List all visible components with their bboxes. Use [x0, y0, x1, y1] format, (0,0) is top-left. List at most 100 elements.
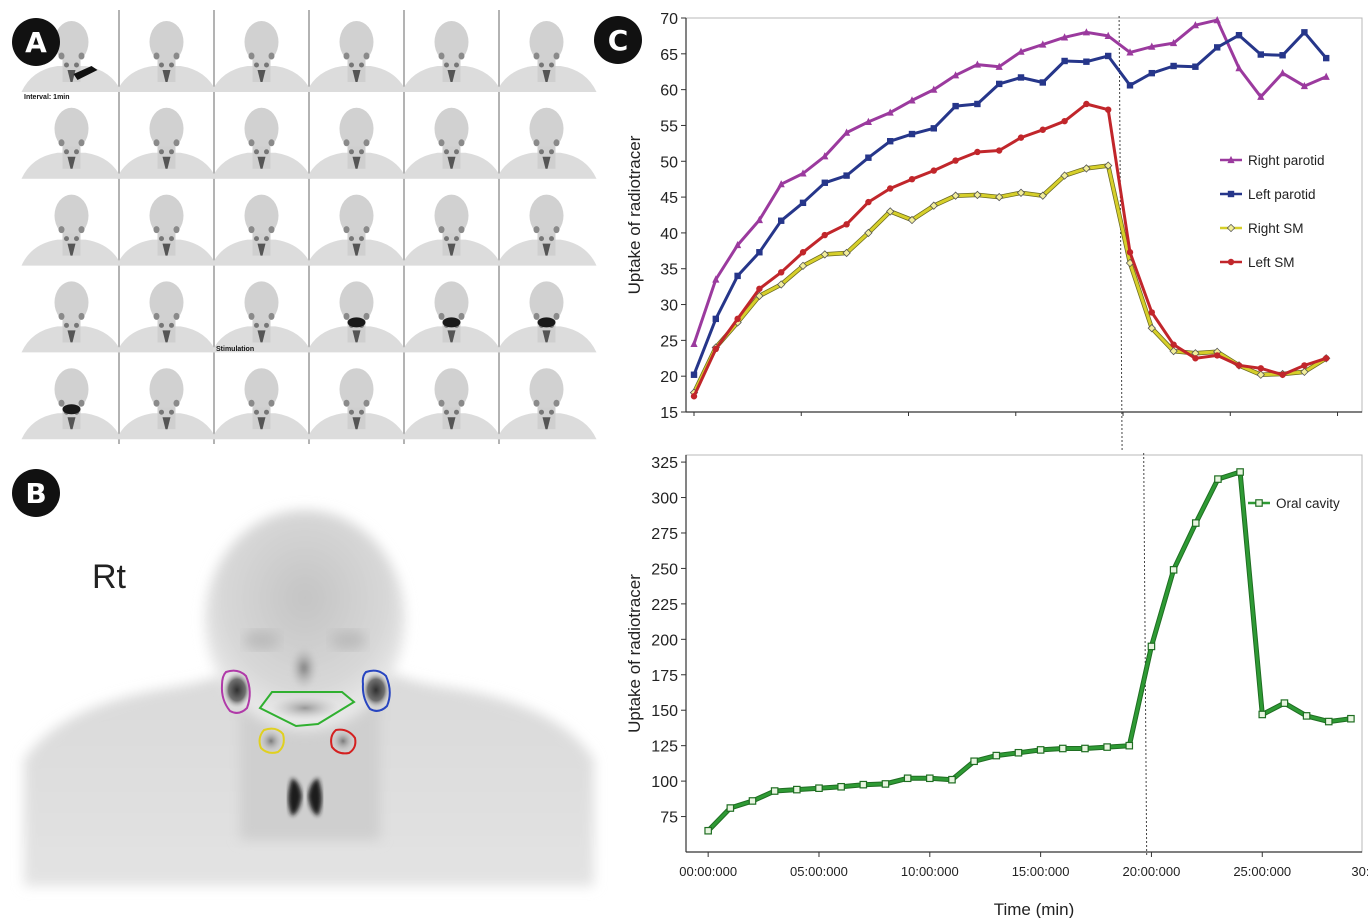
oral-activity-blob [62, 404, 81, 415]
data-point [1060, 171, 1069, 180]
scan-frame [21, 368, 122, 440]
data-point [821, 231, 828, 239]
data-point [1279, 52, 1286, 59]
data-point [1192, 355, 1199, 362]
data-point [1126, 82, 1134, 89]
y-tick-label: 275 [651, 526, 678, 543]
scan-frame [211, 194, 312, 266]
y-tick-label: 150 [651, 703, 678, 720]
x-axis-label: Time (min) [994, 900, 1075, 918]
data-point [777, 180, 785, 188]
data-point [1300, 367, 1309, 377]
scan-frame [496, 281, 597, 353]
data-point [1014, 748, 1023, 757]
data-point [1170, 341, 1177, 348]
series-line-left-sm [692, 102, 1327, 397]
data-point [837, 782, 845, 791]
oral-activity-blob [537, 317, 556, 328]
data-point [1036, 746, 1045, 754]
data-point [799, 199, 807, 207]
data-point [929, 201, 938, 210]
data-point [886, 207, 895, 216]
stimulation-line [1118, 15, 1123, 453]
data-point [798, 261, 808, 271]
data-point [1148, 42, 1156, 50]
data-point [770, 787, 779, 795]
data-point [1104, 31, 1112, 40]
y-axis-label: Uptake of radiotracer [625, 135, 644, 294]
data-point [1016, 188, 1026, 197]
data-point [1105, 106, 1112, 113]
data-point [1103, 743, 1111, 751]
data-point [1147, 324, 1156, 333]
data-point [843, 221, 850, 228]
y-tick-label: 35 [660, 262, 678, 279]
data-point [1170, 62, 1177, 70]
data-point [1083, 100, 1090, 108]
data-point [1280, 699, 1289, 707]
data-point [1301, 362, 1308, 369]
scan-frame [401, 107, 502, 179]
scan-frame [496, 368, 597, 440]
x-tick-label: 20:00:000 [1123, 864, 1181, 879]
data-point [1214, 475, 1222, 483]
injection-artifact [73, 66, 98, 80]
data-point [995, 192, 1004, 202]
y-tick-label: 100 [651, 774, 678, 791]
data-point [1104, 161, 1113, 170]
scan-frame [306, 368, 407, 440]
data-point [1125, 741, 1134, 750]
panel-b-badge: B [12, 469, 60, 517]
data-point [1323, 54, 1330, 62]
data-point [930, 167, 937, 174]
data-point [690, 339, 698, 348]
y-tick-label: 40 [660, 226, 678, 243]
y-tick-label: 30 [660, 298, 678, 315]
chart-salivary-glands: 15 20 25 30 35 40 45 50 55 60 65 70 Uptake of radiot… [625, 11, 1363, 453]
y-tick-label: 250 [651, 561, 678, 578]
data-point [1257, 365, 1265, 372]
x-tick-label: 00:00:000 [679, 864, 737, 879]
data-point [887, 185, 894, 192]
scan-frame [21, 281, 122, 353]
legend-label: Right parotid [1248, 153, 1325, 168]
y-tick-label: 50 [660, 154, 678, 171]
data-point [864, 117, 872, 125]
scan-frame [306, 281, 407, 353]
data-point [1191, 21, 1199, 29]
data-point [1300, 81, 1308, 90]
legend-marker [1227, 155, 1235, 164]
series-line-left-parotid [692, 30, 1328, 376]
data-point [1017, 134, 1025, 141]
y-tick-label: 65 [660, 47, 678, 64]
data-point [865, 154, 872, 161]
data-point [820, 250, 829, 259]
data-point [1061, 33, 1069, 41]
y-tick-label: 25 [660, 333, 678, 350]
data-point [952, 157, 959, 164]
data-point [1192, 63, 1199, 70]
data-point [793, 785, 801, 794]
data-point [1147, 642, 1156, 651]
data-point [734, 315, 741, 323]
data-point [712, 345, 719, 353]
data-point [881, 780, 890, 788]
data-point [995, 62, 1003, 70]
data-point [887, 138, 894, 145]
y-tick-label: 225 [651, 597, 678, 614]
data-point [1081, 744, 1089, 753]
y-tick-label: 75 [660, 810, 678, 827]
roi-right-submandibular [258, 727, 285, 754]
data-point [1148, 69, 1155, 77]
legend-marker [1255, 499, 1263, 507]
data-point [973, 60, 981, 68]
data-point [843, 128, 851, 136]
y-tick-label: 300 [651, 491, 678, 508]
side-label-rt: Rt [92, 558, 127, 596]
data-point [1126, 249, 1134, 256]
data-point [1017, 74, 1025, 81]
data-point [908, 96, 916, 104]
data-point [886, 108, 894, 116]
x-tick-label: 25:00:000 [1233, 864, 1291, 879]
data-point [821, 179, 828, 186]
